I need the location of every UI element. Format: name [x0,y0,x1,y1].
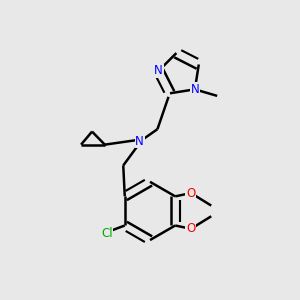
Text: N: N [190,83,199,96]
Text: N: N [154,64,163,77]
Text: O: O [186,187,195,200]
Text: Cl: Cl [101,227,113,240]
Text: O: O [186,222,195,235]
Text: N: N [135,135,144,148]
